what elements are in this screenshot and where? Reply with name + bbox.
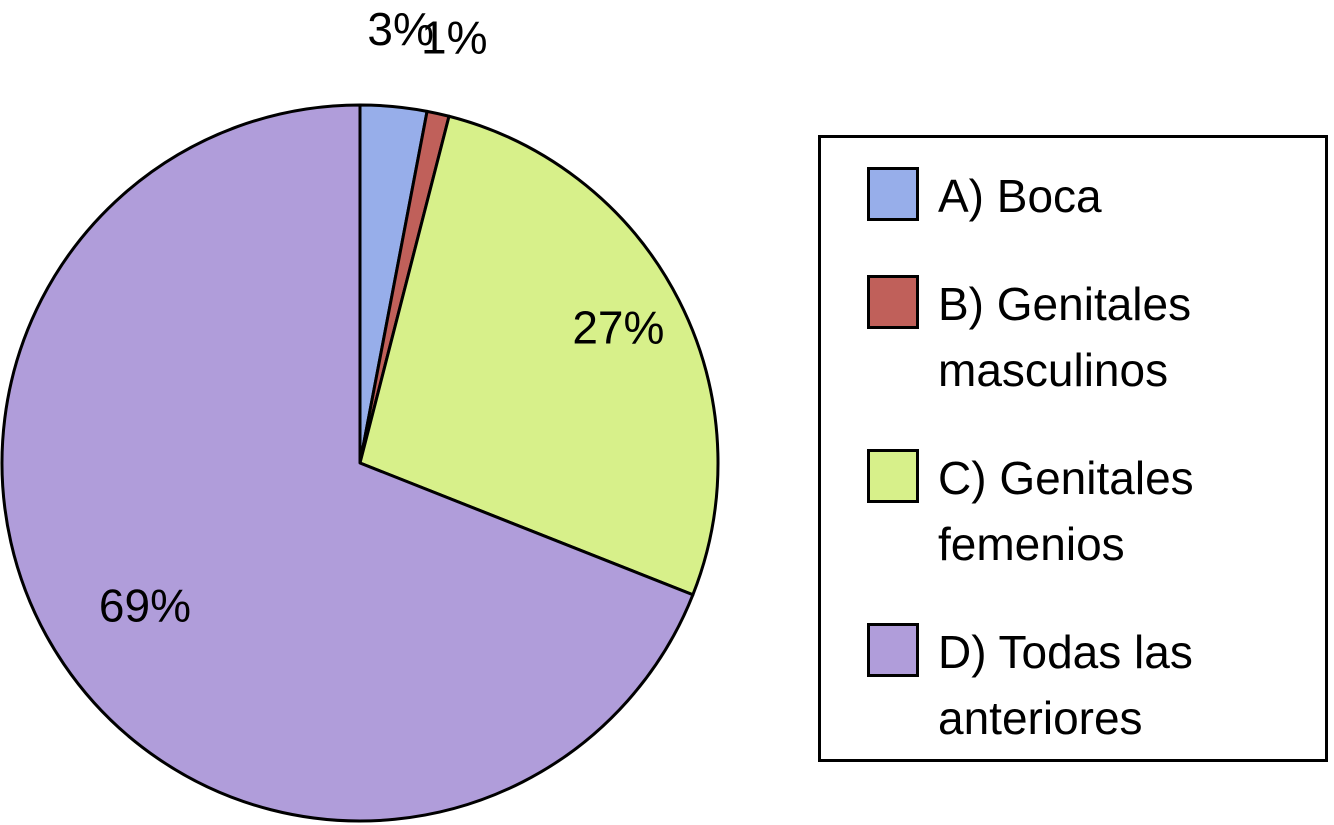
legend-swatch (867, 449, 919, 503)
chart: 3%1% 27% 69% (0, 3, 720, 823)
legend-entry: C) Genitales femenios (821, 445, 1288, 577)
value-label: 27% (572, 301, 664, 353)
value-label: 1% (421, 12, 487, 64)
pie-slice (0, 103, 695, 823)
legend-label: B) Genitales masculinos (938, 278, 1192, 396)
legend-label: D) Todas las anteriores (938, 626, 1193, 744)
legend-swatch (867, 167, 919, 221)
value-label: 69% (99, 579, 191, 631)
legend-label: A) Boca (938, 170, 1102, 222)
legend-entry: B) Genitales masculinos (821, 271, 1288, 403)
legend-entry: D) Todas las anteriores (821, 619, 1288, 751)
legend-label: C) Genitales femenios (938, 452, 1194, 570)
legend: A) Boca B) Genitales masculinos C) Genital… (818, 135, 1328, 762)
legend-swatch (867, 275, 919, 329)
value-label: 3% (367, 3, 433, 55)
pie-slice (358, 114, 720, 597)
legend-entry: A) Boca (821, 163, 1288, 229)
legend-swatch (867, 623, 919, 677)
